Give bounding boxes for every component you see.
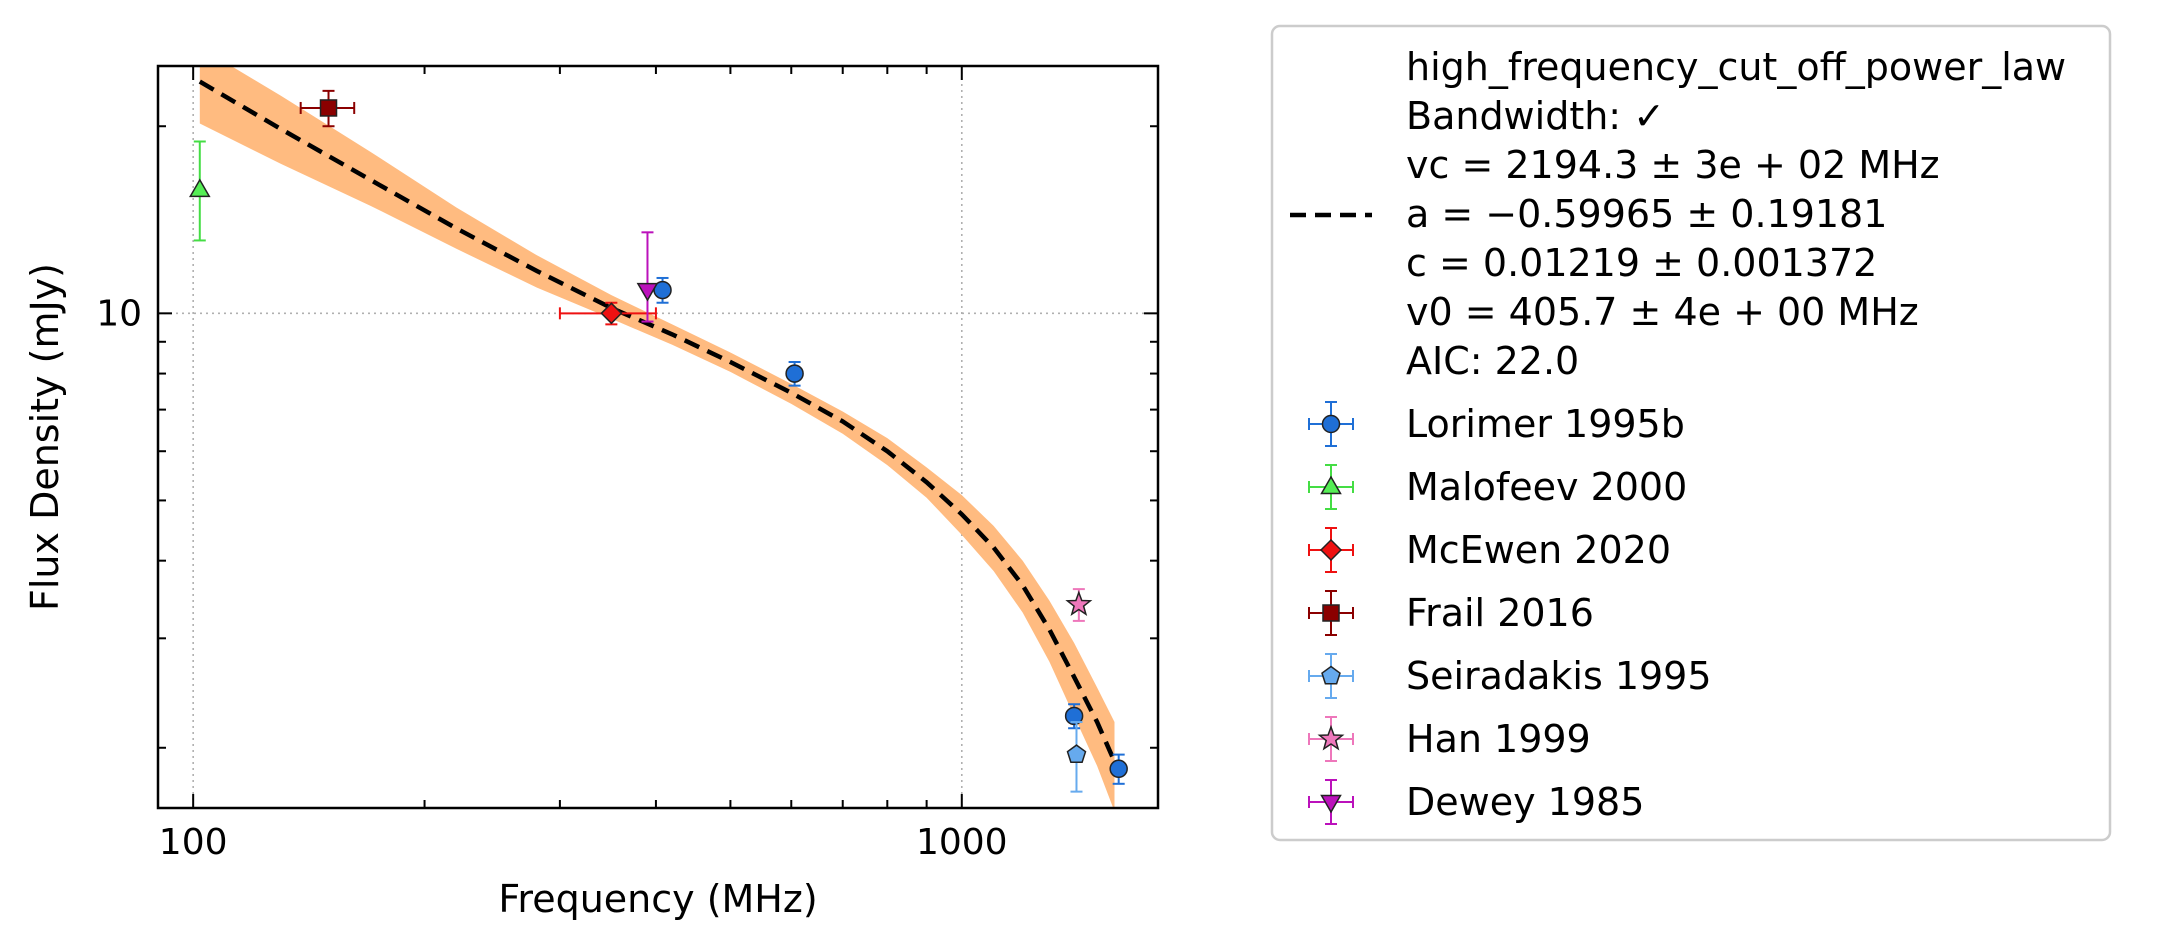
legend: high_frequency_cut_off_power_law Bandwidt…	[1270, 24, 2112, 842]
y-axis-label: Flux Density (mJy)	[23, 263, 67, 611]
legend-series-label: Dewey 1985	[1406, 780, 1644, 824]
legend-marker	[1319, 538, 1343, 562]
legend-series-label: Lorimer 1995b	[1406, 402, 1685, 446]
legend-marker	[1320, 794, 1342, 814]
legend-model-text: v0 = 405.7 ± 4e + 00 MHz	[1406, 290, 1919, 334]
model-fit-line	[198, 79, 1117, 763]
model-uncertainty-band	[199, 66, 1115, 808]
data-point	[600, 302, 623, 325]
data-point	[1064, 706, 1084, 726]
y-tick-label: 10	[96, 293, 142, 334]
x-tick-label: 1000	[916, 822, 1008, 863]
data-point	[189, 178, 211, 198]
data-point	[785, 364, 804, 383]
x-tick-label: 100	[159, 822, 228, 863]
legend-series-label: Frail 2016	[1406, 591, 1594, 635]
legend-series-label: Seiradakis 1995	[1406, 654, 1712, 698]
data-point	[319, 99, 338, 117]
uncertainty-band-area	[199, 66, 1115, 808]
legend-marker	[1321, 414, 1341, 434]
plot-frame	[156, 64, 1160, 810]
legend-model-text: Bandwidth: ✓	[1406, 94, 1665, 138]
tick-labels: 100 1000 10	[96, 293, 1007, 863]
legend-marker	[1317, 724, 1345, 751]
grid-lines	[158, 66, 1158, 808]
data-points	[189, 89, 1128, 793]
x-axis-label: Frequency (MHz)	[498, 877, 817, 921]
legend-marker	[1322, 604, 1340, 622]
legend-series-label: Han 1999	[1406, 717, 1591, 761]
data-point	[1109, 759, 1128, 779]
legend-model-text: a = −0.59965 ± 0.19181	[1406, 192, 1887, 236]
legend-model-text: high_frequency_cut_off_power_law	[1406, 45, 2066, 89]
legend-model-text: vc = 2194.3 ± 3e + 02 MHz	[1406, 143, 1940, 187]
axis-ticks	[157, 66, 1158, 808]
legend-model-text: AIC: 22.0	[1406, 339, 1579, 383]
legend-series-label: Malofeev 2000	[1406, 465, 1687, 509]
legend-series-label: McEwen 2020	[1406, 528, 1671, 572]
legend-marker	[1321, 665, 1341, 685]
legend-model-text: c = 0.01219 ± 0.001372	[1406, 241, 1877, 285]
legend-frame	[1270, 24, 2112, 842]
data-point	[636, 282, 659, 302]
model-fit-curve	[198, 79, 1117, 763]
legend-marker	[1320, 475, 1342, 495]
data-point	[1065, 590, 1093, 616]
data-point	[1066, 744, 1087, 764]
